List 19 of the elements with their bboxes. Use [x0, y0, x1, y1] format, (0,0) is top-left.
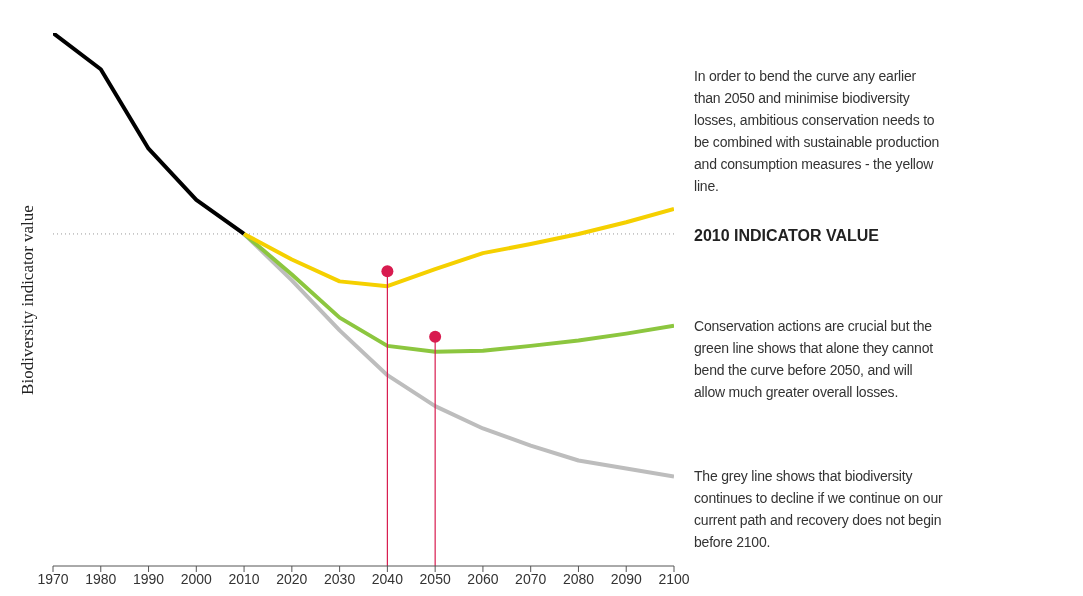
x-tick-label: 2070 [515, 570, 547, 587]
text: Conservation actions are crucial but the green line shows that alone they cannot bend the curve before 2050, and will allow much greater overall losses. [694, 317, 934, 402]
x-tick-label: 2040 [371, 570, 404, 587]
x-tick-label: 2080 [562, 570, 595, 587]
x-tick-label: 2000 [180, 570, 213, 587]
text: The grey line shows that biodiversity continues to decline if we continue on our current path and recovery does not begin before 2100. [694, 467, 944, 552]
y-axis-title: Biodiversity indicator value [18, 204, 38, 395]
x-tick-label: 1980 [85, 570, 117, 587]
x-tick-label: 2020 [276, 570, 308, 587]
x-tick-label: 2030 [324, 570, 356, 587]
x-tick-label: 2050 [419, 570, 451, 587]
text: In order to bend the curve any earlier than 2050 and minimise biodiversity losses, ambitious conservation needs to be combined with sustainable production and consumption measures - the yellow line. [694, 67, 941, 196]
x-tick-label: 2010 [228, 570, 260, 587]
x-tick-label: 1990 [132, 570, 165, 587]
x-tick-label: 2100 [658, 570, 690, 587]
ref-line-label: 2010 INDICATOR VALUE [694, 226, 880, 244]
x-tick-label: 2060 [467, 570, 499, 587]
x-tick-label: 1970 [37, 570, 69, 587]
x-tick-label: 2090 [610, 570, 643, 587]
